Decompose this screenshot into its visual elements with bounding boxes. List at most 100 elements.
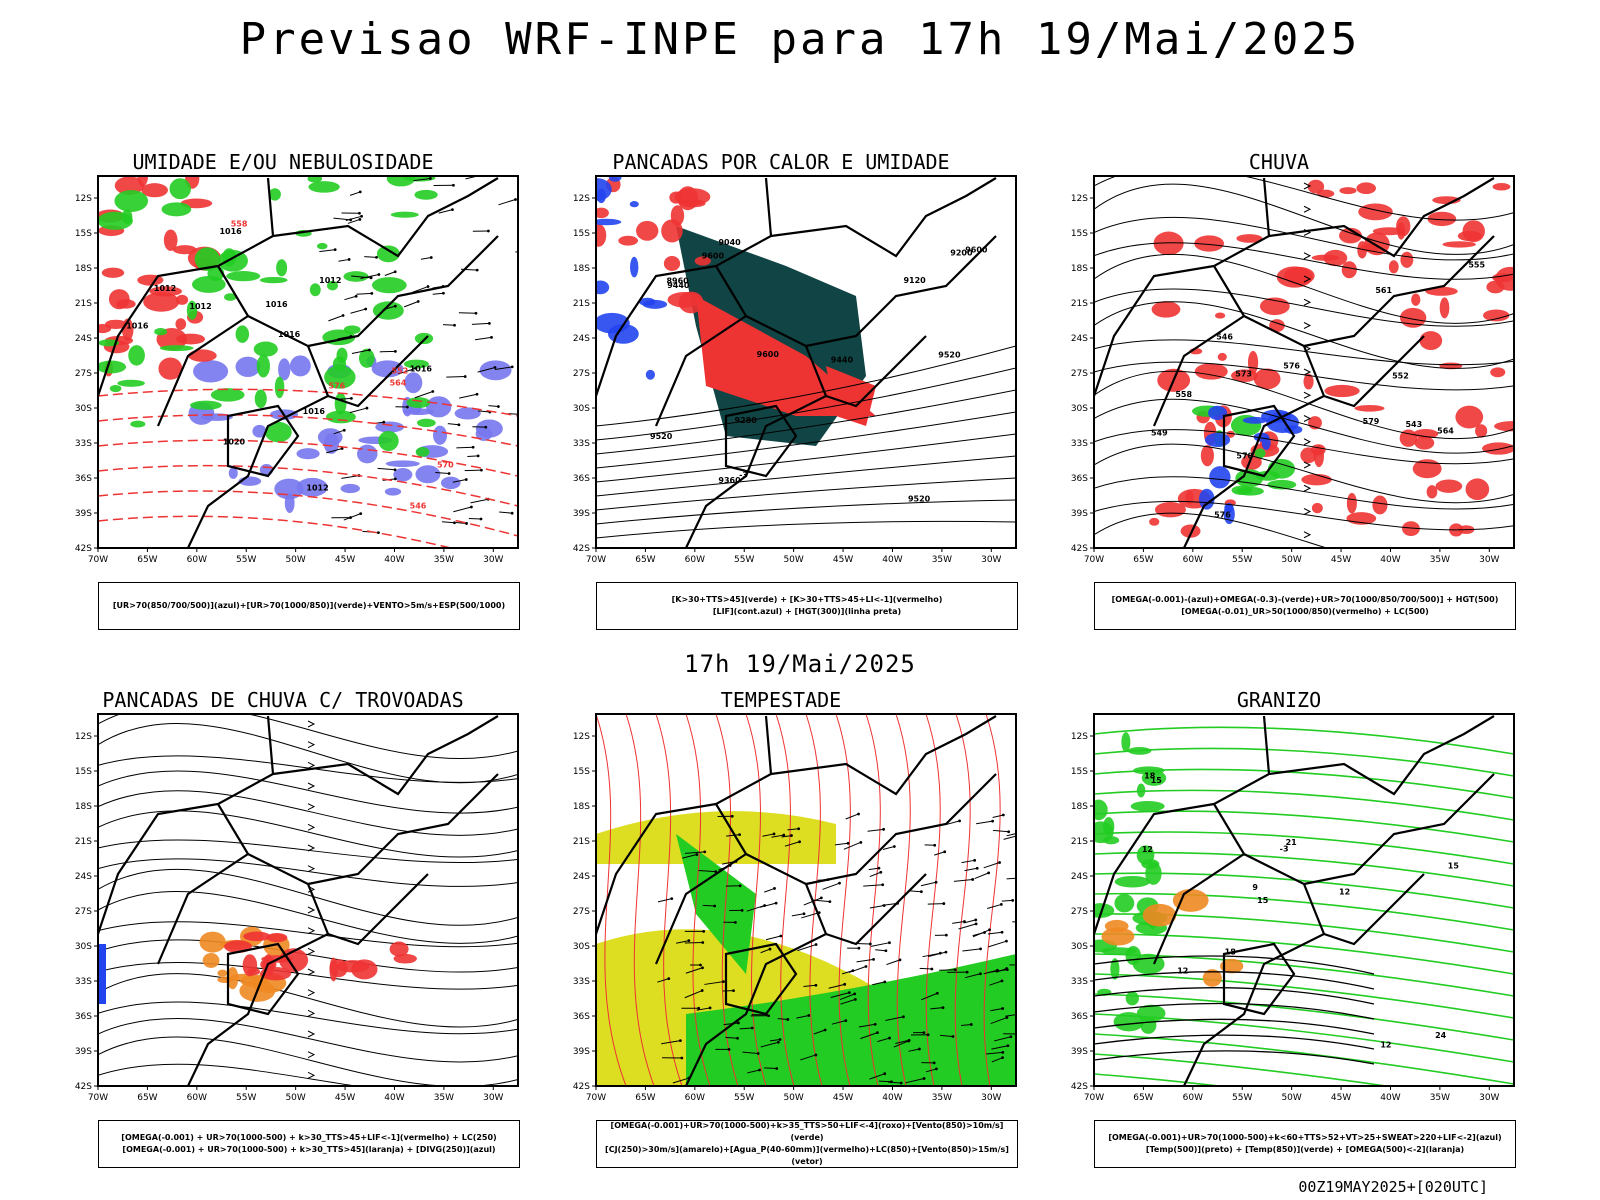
lat-tick-label: 27S (1071, 369, 1088, 379)
contour-label: 576 (328, 382, 345, 391)
lat-tick-label: 39S (1071, 1047, 1088, 1057)
contour-label: 543 (1405, 420, 1422, 429)
lon-tick-label: 40W (882, 1093, 902, 1103)
lon-tick-label: 30W (483, 555, 503, 565)
contour-label: 9040 (718, 238, 741, 247)
contour-label: 1016 (410, 364, 433, 373)
legend-line: [Temp(500)](preto) + [Temp(850)](verde) … (1145, 1145, 1465, 1154)
panel-umidade: UMIDADE E/OU NEBULOSIDADE 1012 1012 1016 101… (68, 150, 520, 630)
lat-tick-label: 15S (1071, 229, 1088, 239)
lat-tick-label: 36S (1071, 1012, 1088, 1022)
lon-tick-label: 50W (783, 1093, 803, 1103)
lat-tick-label: 18S (573, 802, 590, 812)
contour-label: 12 (1142, 845, 1153, 854)
lat-tick-label: 21S (573, 837, 590, 847)
contour-label: 9600 (965, 245, 988, 254)
panel-title: PANCADAS DE CHUVA C/ TROVOADAS (102, 688, 464, 712)
contour-label: 1016 (219, 227, 242, 236)
lon-tick-label: 35W (932, 1093, 952, 1103)
lon-tick-label: 60W (1183, 1093, 1203, 1103)
lat-tick-label: 30S (573, 942, 590, 952)
weather-map: 15121215182124181512129-312S15S18S21S24S… (1071, 713, 1515, 1103)
lon-tick-label: 60W (187, 555, 207, 565)
legend-line: [K>30+TTS>45](verde) + [K>30+TTS>45+LI<-… (671, 595, 943, 604)
lat-tick-label: 18S (573, 264, 590, 274)
lat-tick-label: 12S (573, 194, 590, 204)
lon-tick-label: 55W (236, 555, 256, 565)
lat-tick-label: 18S (75, 802, 92, 812)
panel-tempestade: TEMPESTADE 12S 15S 18S 21S 24S 27S 30S 33S 36S 39S… (566, 688, 1018, 1168)
contour-label: 24 (1435, 1031, 1447, 1040)
contour-label: 15 (1448, 861, 1460, 870)
lat-tick-label: 36S (75, 1012, 92, 1022)
lat-tick-label: 12S (75, 732, 92, 742)
lat-tick-label: 36S (1071, 474, 1088, 484)
lon-tick-label: 65W (137, 1093, 157, 1103)
contour-label: 1016 (278, 330, 301, 339)
lat-tick-label: 33S (1071, 439, 1088, 449)
lat-tick-label: 42S (573, 1082, 590, 1092)
contour-label: 552 (1392, 371, 1409, 380)
run-footer: 00Z19MAY2025+[020UTC] (1298, 1178, 1488, 1196)
lat-tick-label: 30S (573, 404, 590, 414)
lat-tick-label: 33S (75, 439, 92, 449)
lon-tick-label: 60W (685, 555, 705, 565)
contour-label: 558 (231, 219, 248, 228)
lat-tick-label: 33S (75, 977, 92, 987)
lon-tick-label: 35W (434, 1093, 454, 1103)
weather-map: 9600 9520 9600 9520 9520 9440 9440 9360 9280 9200… (573, 175, 1017, 565)
lon-tick-label: 30W (981, 555, 1001, 565)
lon-tick-label: 65W (635, 1093, 655, 1103)
contour-label: 1012 (154, 284, 176, 293)
contour-label: 549 (1151, 429, 1168, 438)
lon-tick-label: 50W (285, 555, 305, 565)
lat-tick-label: 30S (75, 942, 92, 952)
lon-tick-label: 30W (1479, 1093, 1499, 1103)
panel-legend: [K>30+TTS>45](verde) + [K>30+TTS>45+LI<-… (596, 582, 1018, 630)
contour-label: 15 (1151, 776, 1163, 785)
lat-tick-label: 39S (573, 1047, 590, 1057)
weather-map: 1012 1012 1016 1016 1020 1012 1016 576 570 564 558… (75, 175, 519, 565)
lat-tick-label: 24S (1071, 334, 1088, 344)
panel-title: TEMPESTADE (720, 688, 842, 712)
lon-tick-label: 65W (137, 555, 157, 565)
panel-legend: [OMEGA(-0.001) + UR>70(1000-500) + k>30_… (98, 1120, 520, 1168)
lat-tick-label: 12S (1071, 194, 1088, 204)
contour-label: 579 (1363, 417, 1380, 426)
lat-tick-label: 33S (573, 977, 590, 987)
lat-tick-label: 24S (1071, 872, 1088, 882)
contour-label: 12 (1177, 966, 1188, 975)
panel-legend: [OMEGA(-0.001)+UR>70(1000-500)+k>35_TTS>… (596, 1120, 1018, 1168)
lat-tick-label: 39S (75, 509, 92, 519)
contour-label: 570 (1236, 452, 1253, 461)
legend-line: [OMEGA(-0.001)+UR>70(1000-500)+k>35_TTS>… (610, 1121, 1004, 1142)
panel-chuva: CHUVA 576 579 573 570 564 561 558 555 552 549 546 54… (1064, 150, 1516, 630)
lon-tick-label: 35W (932, 555, 952, 565)
lat-tick-label: 42S (75, 544, 92, 554)
lat-tick-label: 21S (1071, 837, 1088, 847)
lon-tick-label: 40W (1380, 555, 1400, 565)
lon-tick-label: 55W (734, 1093, 754, 1103)
panel-granizo: GRANIZO 15 12 12 15 18 21 24 18 15 12 12 9 -3 12S 15S 18… (1064, 688, 1516, 1168)
panel-title: GRANIZO (1236, 688, 1322, 712)
lat-tick-label: 36S (573, 474, 590, 484)
lon-tick-label: 65W (1133, 1093, 1153, 1103)
contour-label: 573 (1235, 369, 1252, 378)
lon-tick-label: 55W (1232, 1093, 1252, 1103)
lat-tick-label: 30S (75, 404, 92, 414)
lon-tick-label: 45W (1331, 555, 1351, 565)
lat-tick-label: 18S (75, 264, 92, 274)
lat-tick-label: 27S (1071, 907, 1088, 917)
legend-line: [OMEGA(-0.001) + UR>70(1000-500) + k>30_… (121, 1133, 497, 1142)
lon-tick-label: 30W (1479, 555, 1499, 565)
lat-tick-label: 42S (1071, 1082, 1088, 1092)
lon-tick-label: 55W (236, 1093, 256, 1103)
lon-tick-label: 70W (1084, 1093, 1104, 1103)
panel-legend: [OMEGA(-0.001)+UR>70(1000-500)+k<60+TTS>… (1094, 1120, 1516, 1168)
legend-line: [OMEGA(-0.01)_UR>50(1000/850)(vermelho) … (1181, 607, 1429, 616)
lat-tick-label: 27S (573, 369, 590, 379)
lon-tick-label: 60W (187, 1093, 207, 1103)
contour-label: 9280 (735, 416, 758, 425)
lon-tick-label: 50W (1281, 1093, 1301, 1103)
